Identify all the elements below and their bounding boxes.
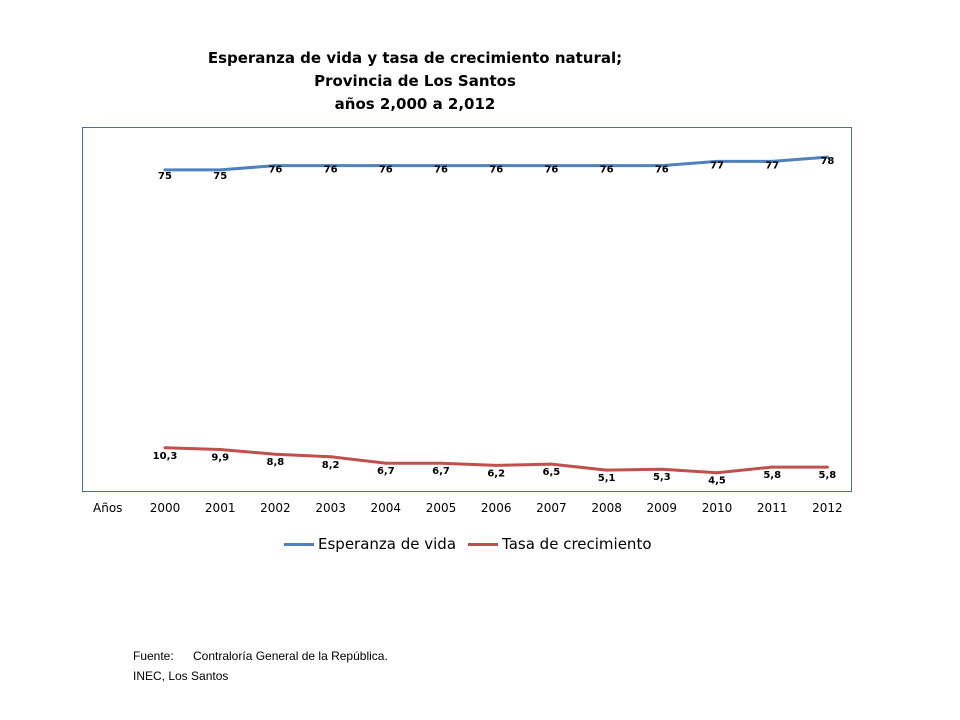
point-tasa-2008 (605, 468, 609, 472)
x-tick-label-2009: 2009 (647, 501, 678, 515)
data-label-tasa-2005: 6,7 (432, 466, 450, 477)
point-esperanza-2000 (163, 168, 167, 172)
title-line-2: Provincia de Los Santos (314, 72, 516, 90)
x-tick-label-2004: 2004 (371, 501, 402, 515)
source-line-1: Contraloría General de la República. (193, 649, 388, 663)
title-line-1: Esperanza de vida y tasa de crecimiento … (207, 49, 623, 67)
data-label-esperanza-2012: 78 (820, 156, 834, 167)
source-note: Fuente: Contraloría General de la Repúbli… (133, 646, 388, 686)
data-label-esperanza-2005: 76 (434, 165, 448, 176)
data-label-esperanza-2008: 76 (600, 165, 614, 176)
data-label-esperanza-2001: 75 (213, 171, 227, 182)
data-label-esperanza-2004: 76 (379, 165, 393, 176)
data-label-esperanza-2006: 76 (489, 165, 503, 176)
chart-title: Esperanza de vida y tasa de crecimiento … (0, 47, 830, 116)
legend-item-esperanza: Esperanza de vida (284, 535, 456, 553)
data-label-esperanza-2000: 75 (158, 171, 172, 182)
data-label-tasa-2007: 6,5 (543, 467, 561, 478)
point-tasa-2004 (384, 461, 388, 465)
data-label-tasa-2012: 5,8 (819, 470, 837, 481)
point-esperanza-2007 (549, 164, 553, 168)
legend-label-esperanza: Esperanza de vida (318, 535, 457, 553)
source-line-2: INEC, Los Santos (133, 669, 229, 683)
source-label: Fuente: (133, 649, 174, 663)
legend-swatch-tasa (468, 542, 499, 546)
legend-item-tasa: Tasa de crecimiento (468, 535, 652, 553)
x-tick-label-2008: 2008 (591, 501, 622, 515)
point-esperanza-2010 (715, 159, 719, 163)
point-tasa-2012 (825, 465, 829, 469)
legend-swatch-esperanza (284, 542, 314, 546)
data-label-esperanza-2003: 76 (324, 165, 338, 176)
data-label-esperanza-2007: 76 (544, 165, 558, 176)
x-tick-label-2001: 2001 (205, 501, 236, 515)
point-esperanza-2005 (439, 164, 443, 168)
point-esperanza-2003 (329, 164, 333, 168)
x-tick-label-2002: 2002 (260, 501, 291, 515)
plot-area (82, 127, 852, 492)
point-tasa-2009 (660, 467, 664, 471)
data-label-esperanza-2010: 77 (710, 160, 724, 171)
x-tick-label-2005: 2005 (426, 501, 457, 515)
x-tick-label-2011: 2011 (757, 501, 788, 515)
point-tasa-2011 (770, 465, 774, 469)
point-esperanza-2009 (660, 164, 664, 168)
data-label-tasa-2009: 5,3 (653, 472, 671, 483)
point-tasa-2005 (439, 461, 443, 465)
point-esperanza-2012 (825, 155, 829, 159)
title-line-3: años 2,000 a 2,012 (334, 95, 496, 113)
x-axis-label: Años (93, 501, 122, 515)
point-tasa-2006 (494, 463, 498, 467)
data-label-tasa-2000: 10,3 (153, 451, 178, 462)
x-tick-label-2012: 2012 (812, 501, 843, 515)
point-esperanza-2011 (770, 159, 774, 163)
point-tasa-2010 (715, 471, 719, 475)
point-tasa-2002 (273, 452, 277, 456)
x-tick-label-2010: 2010 (702, 501, 733, 515)
x-tick-label-2007: 2007 (536, 501, 567, 515)
point-tasa-2001 (218, 448, 222, 451)
point-esperanza-2001 (218, 168, 222, 172)
x-tick-label-2000: 2000 (150, 501, 181, 515)
data-label-tasa-2002: 8,8 (267, 457, 285, 468)
data-label-tasa-2011: 5,8 (763, 470, 781, 481)
point-esperanza-2006 (494, 164, 498, 168)
data-label-tasa-2001: 9,9 (211, 452, 229, 463)
data-label-tasa-2008: 5,1 (598, 473, 616, 484)
x-tick-label-2006: 2006 (481, 501, 512, 515)
data-label-tasa-2010: 4,5 (708, 476, 726, 487)
point-esperanza-2002 (273, 164, 277, 168)
data-label-tasa-2004: 6,7 (377, 466, 395, 477)
data-label-esperanza-2011: 77 (765, 160, 779, 171)
data-label-esperanza-2009: 76 (655, 165, 669, 176)
legend: Esperanza de vida Tasa de crecimiento (284, 535, 664, 553)
data-label-esperanza-2002: 76 (268, 165, 282, 176)
point-esperanza-2008 (605, 164, 609, 168)
point-tasa-2000 (163, 446, 167, 450)
data-label-tasa-2006: 6,2 (487, 468, 505, 479)
point-tasa-2007 (549, 462, 553, 466)
x-tick-label-2003: 2003 (315, 501, 346, 515)
data-label-tasa-2003: 8,2 (322, 460, 340, 471)
legend-label-tasa: Tasa de crecimiento (502, 535, 652, 553)
point-esperanza-2004 (384, 164, 388, 168)
point-tasa-2003 (329, 455, 333, 459)
